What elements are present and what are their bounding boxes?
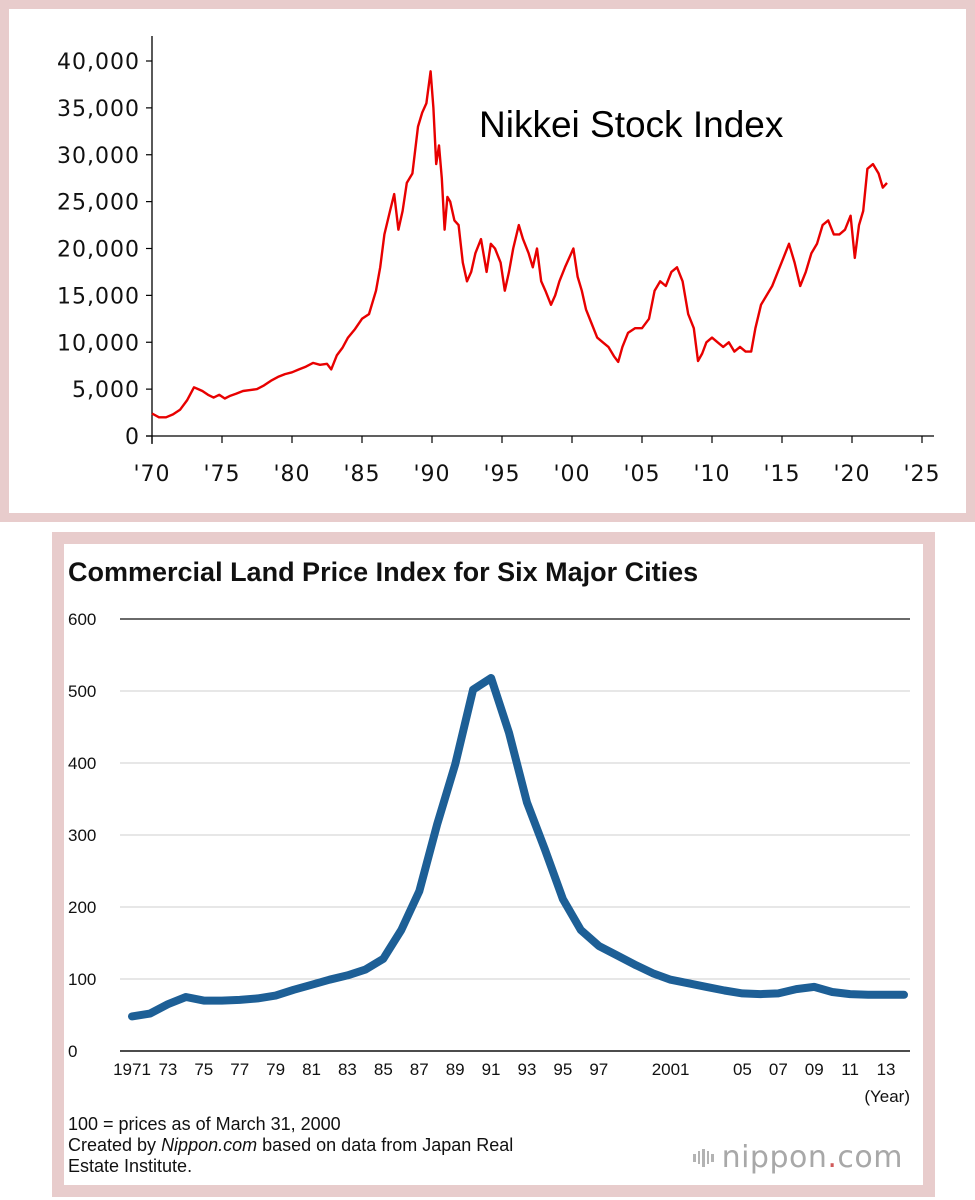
nikkei-x-tick-label: '95 [483, 462, 520, 487]
credit-prefix: Created by [68, 1135, 162, 1155]
nikkei-x-tick-label: '20 [833, 462, 870, 487]
nikkei-x-tick-label: '70 [133, 462, 170, 487]
land-y-tick-label: 0 [68, 1042, 77, 1061]
land-x-tick-label: 09 [805, 1060, 824, 1079]
nikkei-y-tick-label: 30,000 [57, 144, 140, 169]
land-chart-title: Commercial Land Price Index for Six Majo… [68, 557, 698, 587]
credit-line-2: Estate Institute. [68, 1156, 193, 1176]
nikkei-x-tick-label: '15 [763, 462, 800, 487]
land-price-chart-panel: Commercial Land Price Index for Six Majo… [52, 532, 935, 1197]
land-x-tick-label: 83 [338, 1060, 357, 1079]
chart-notes: 100 = prices as of March 31, 2000 Create… [68, 1114, 513, 1177]
nikkei-chart-title: Nikkei Stock Index [479, 104, 784, 145]
land-x-tick-label: 85 [374, 1060, 393, 1079]
nikkei-y-tick-label: 35,000 [57, 97, 140, 122]
land-x-tick-label: 89 [446, 1060, 465, 1079]
nikkei-y-tick-label: 40,000 [57, 50, 140, 75]
land-x-tick-label: 73 [158, 1060, 177, 1079]
signal-bars-icon [693, 1148, 714, 1167]
land-x-tick-label: 79 [266, 1060, 285, 1079]
land-x-tick-label: 11 [841, 1060, 859, 1079]
land-series-line [128, 674, 908, 1021]
nikkei-y-tick-label: 25,000 [57, 191, 140, 216]
land-x-axis-label: (Year) [864, 1087, 910, 1106]
nippon-logo: nippon. com [693, 1140, 903, 1175]
nikkei-x-tick-label: '25 [903, 462, 940, 487]
nikkei-y-tick-label: 5,000 [72, 378, 140, 403]
nikkei-x-tick-label: '85 [343, 462, 380, 487]
brand-dot: . [827, 1140, 838, 1175]
land-x-tick-label: 2001 [652, 1060, 690, 1079]
nikkei-chart: 0 5,000 10,000 15,000 20,000 25,000 30,000 35,0… [57, 36, 940, 487]
credit-source: Nippon.com [161, 1135, 258, 1155]
nikkei-x-tick-label: '75 [203, 462, 240, 487]
nikkei-series-line [151, 70, 888, 419]
land-x-tick-label: 1971 [113, 1060, 151, 1079]
nikkei-y-tick-label: 10,000 [57, 331, 140, 356]
brand-suffix: com [837, 1140, 903, 1175]
credit-suffix: based on data from Japan Real [257, 1135, 514, 1155]
nikkei-x-tick-label: '05 [623, 462, 660, 487]
land-y-tick-label: 300 [68, 826, 96, 845]
credit-line: Created by Nippon.com based on data from… [68, 1135, 513, 1156]
land-y-tick-label: 500 [68, 682, 96, 701]
land-x-tick-label: 75 [194, 1060, 213, 1079]
land-x-tick-label: 91 [482, 1060, 501, 1079]
land-x-tick-label: 77 [230, 1060, 249, 1079]
nikkei-x-tick-label: '00 [553, 462, 590, 487]
base-note: 100 = prices as of March 31, 2000 [68, 1114, 341, 1134]
land-x-tick-label: 13 [877, 1060, 896, 1079]
nikkei-x-tick-label: '80 [273, 462, 310, 487]
nikkei-x-tick-label: '90 [413, 462, 450, 487]
land-y-tick-label: 600 [68, 610, 96, 629]
land-x-tick-label: 93 [518, 1060, 537, 1079]
land-price-chart: Commercial Land Price Index for Six Majo… [68, 557, 910, 1106]
land-x-tick-label: 97 [589, 1060, 608, 1079]
brand-name: nippon [721, 1140, 828, 1175]
land-y-tick-label: 100 [68, 970, 96, 989]
land-y-tick-label: 200 [68, 898, 96, 917]
nikkei-x-tick-label: '10 [693, 462, 730, 487]
land-x-tick-label: 81 [302, 1060, 321, 1079]
nikkei-chart-panel: 0 5,000 10,000 15,000 20,000 25,000 30,000 35,0… [0, 0, 975, 522]
land-y-tick-label: 400 [68, 754, 96, 773]
nikkei-y-tick-label: 15,000 [57, 284, 140, 309]
land-x-tick-label: 05 [733, 1060, 752, 1079]
land-x-tick-label: 95 [553, 1060, 572, 1079]
nikkei-y-tick-label: 0 [125, 425, 140, 450]
nikkei-y-tick-label: 20,000 [57, 238, 140, 263]
land-x-tick-label: 07 [769, 1060, 788, 1079]
land-x-tick-label: 87 [410, 1060, 429, 1079]
